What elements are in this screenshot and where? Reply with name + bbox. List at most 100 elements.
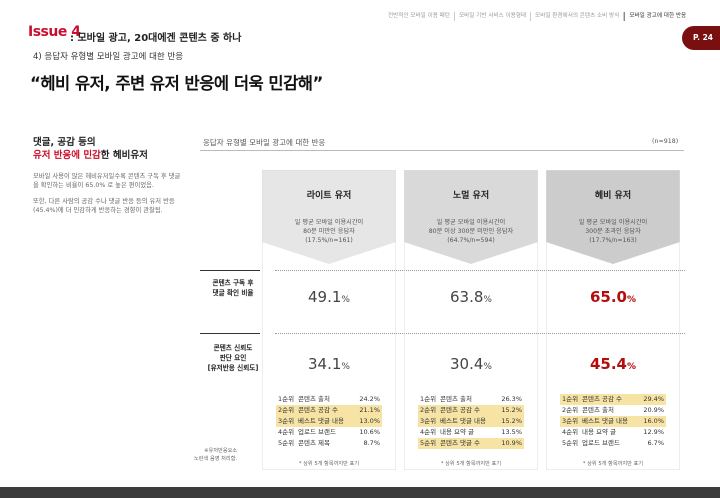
- rank-number: 3순위: [278, 417, 295, 425]
- column-header-shape: [546, 170, 680, 264]
- column-description-line: 80분 이상 300분 미만인 응답자: [428, 228, 514, 235]
- summary-paragraph: 모바일 사용이 많은 헤비유저일수록 콘텐츠 구독 후 댓글을 확인하는 비율이…: [33, 173, 181, 190]
- user-reaction-trust-value: 34.1%: [262, 355, 396, 373]
- column-description-line: 일 평균 모바일 이용시간이: [294, 219, 364, 226]
- rank-number: 5순위: [562, 439, 579, 447]
- rank-row-highlighted: 1순위 콘텐츠 공감 수 29.4%: [560, 394, 666, 405]
- rank-percent: 15.2%: [501, 417, 522, 425]
- user-reaction-trust-value: 30.4%: [404, 355, 538, 373]
- rank-item: 업로드 브랜드: [298, 428, 336, 436]
- summary-heading-tail: 한 헤비유저: [100, 150, 148, 161]
- summary-heading: 댓글, 공감 등의 유저 반응에 민감한 헤비유저: [33, 136, 148, 162]
- column-background: [262, 170, 396, 470]
- row-label-line: 판단 요인: [219, 354, 247, 362]
- nav-item[interactable]: 모바일 환경에서의 콘텐츠 소비 방식: [531, 12, 625, 21]
- nav-item[interactable]: 모바일 기반 서비스 이용형태: [455, 12, 532, 21]
- rank-row: 1순위 콘텐츠 출처 26.3%: [418, 394, 524, 405]
- rank-item: 콘텐츠 공감 수: [582, 395, 623, 403]
- row-label-line: [유저반응 신뢰도]: [207, 364, 259, 372]
- column-header-shape: [404, 170, 538, 264]
- row-label-line: 댓글 확인 비율: [212, 289, 254, 297]
- comment-check-value: 63.8%: [404, 288, 538, 306]
- column-note: * 상위 5개 항목까지만 표기: [582, 461, 644, 467]
- value-number: 63.8: [450, 288, 484, 306]
- row-divider: [200, 333, 260, 334]
- rank-item: 콘텐츠 출처: [440, 395, 472, 403]
- summary-body: 모바일 사용이 많은 헤비유저일수록 콘텐츠 구독 후 댓글을 확인하는 비율이…: [33, 172, 181, 221]
- column-description: 일 평균 모바일 이용시간이 80분 미만인 응답자 (17.5%/n=161): [262, 218, 396, 245]
- rank-number: 4순위: [420, 428, 437, 436]
- rank-item: 베스트 댓글 내용: [582, 417, 628, 425]
- nav-item[interactable]: 전반적인 모바일 이용 패턴: [384, 12, 455, 21]
- value-number: 45.4: [589, 355, 627, 373]
- rank-percent: 13.0%: [359, 417, 380, 425]
- issue-title: : 모바일 광고, 20대에겐 콘텐츠 중 하나: [70, 33, 242, 44]
- rank-item: 내용 요약 글: [582, 428, 617, 436]
- rank-number: 3순위: [562, 417, 579, 425]
- rank-percent: 26.3%: [501, 395, 522, 403]
- column-description: 일 평균 모바일 이용시간이 80분 이상 300분 미만인 응답자 (64.7…: [404, 218, 538, 245]
- summary-heading-line1: 댓글, 공감 등의: [33, 137, 96, 148]
- row-label-trust-factor: 콘텐츠 신뢰도 판단 요인 [유저반응 신뢰도]: [198, 343, 268, 373]
- rank-number: 4순위: [562, 428, 579, 436]
- column-background: [546, 170, 680, 470]
- rank-row-highlighted: 5순위 콘텐츠 댓글 수 10.9%: [418, 438, 524, 449]
- column-description-line: (17.5%/n=161): [305, 237, 353, 244]
- subheading: 4) 응답자 유형별 모바일 광고에 대한 반응: [33, 52, 184, 62]
- rank-number: 1순위: [562, 395, 579, 403]
- section-nav: 전반적인 모바일 이용 패턴 모바일 기반 서비스 이용형태 모바일 환경에서의…: [384, 12, 690, 21]
- rank-row: 4순위 업로드 브랜드 10.6%: [276, 427, 382, 438]
- rank-row-highlighted: 2순위 콘텐츠 공감 수 21.1%: [276, 405, 382, 416]
- column-description-line: 일 평균 모바일 이용시간이: [578, 219, 648, 226]
- rank-row-highlighted: 2순위 콘텐츠 공감 수 15.2%: [418, 405, 524, 416]
- column-description-line: (17.7%/n=163): [589, 237, 637, 244]
- rank-percent: 8.7%: [363, 439, 380, 447]
- row-label-comment-check: 콘텐츠 구독 후 댓글 확인 비율: [198, 278, 268, 298]
- value-number: 49.1: [308, 288, 342, 306]
- summary-heading-highlight: 유저 반응에 민감: [33, 150, 101, 161]
- sample-size: (n=918): [652, 138, 679, 145]
- footnote-line: ※유저반응요소: [204, 448, 238, 454]
- rank-percent: 16.0%: [643, 417, 664, 425]
- rank-percent: 10.9%: [501, 439, 522, 447]
- nav-item-active[interactable]: 모바일 광고에 대한 반응: [624, 12, 690, 21]
- rank-item: 베스트 댓글 내용: [298, 417, 344, 425]
- value-number: 30.4: [450, 355, 484, 373]
- column-note: * 상위 5개 항목까지만 표기: [440, 461, 502, 467]
- comment-check-value: 49.1%: [262, 288, 396, 306]
- rank-number: 5순위: [420, 439, 437, 447]
- summary-heading-line2: 유저 반응에 민감한 헤비유저: [33, 149, 148, 162]
- row-label-line: 콘텐츠 구독 후: [212, 279, 254, 287]
- headline-quote: “헤비 유저, 주변 유저 반응에 더욱 민감해”: [30, 74, 323, 93]
- rank-number: 2순위: [420, 406, 437, 414]
- rank-percent: 20.9%: [643, 406, 664, 414]
- rank-percent: 12.9%: [643, 428, 664, 436]
- rank-row: 5순위 업로드 브랜드 6.7%: [560, 438, 666, 449]
- rank-item: 베스트 댓글 내용: [440, 417, 486, 425]
- rank-list: 1순위 콘텐츠 출처 24.2% 2순위 콘텐츠 공감 수 21.1% 3순위 베스트 댓…: [276, 394, 382, 449]
- rank-item: 내용 요약 글: [440, 428, 475, 436]
- rank-item: 콘텐츠 제목: [298, 439, 330, 447]
- rank-row: 5순위 콘텐츠 제목 8.7%: [276, 438, 382, 449]
- rank-item: 콘텐츠 공감 수: [440, 406, 481, 414]
- rank-percent: 6.7%: [647, 439, 664, 447]
- rank-item: 콘텐츠 공감 수: [298, 406, 339, 414]
- summary-paragraph: 또한, 다른 사람의 공감 수나 댓글 반응 등의 유저 반응(45.4%)에 …: [33, 197, 175, 214]
- rank-number: 5순위: [278, 439, 295, 447]
- column-description-line: (64.7%/n=594): [447, 237, 495, 244]
- page-number-badge: P. 24: [682, 26, 720, 50]
- rank-row: 4순위 내용 요약 글 13.5%: [418, 427, 524, 438]
- rank-number: 4순위: [278, 428, 295, 436]
- table-header-rule: [200, 134, 684, 151]
- column-description: 일 평균 모바일 이용시간이 300분 초과인 응답자 (17.7%/n=163…: [546, 218, 680, 245]
- value-unit: %: [483, 295, 492, 305]
- rank-percent: 21.1%: [359, 406, 380, 414]
- rank-percent: 24.2%: [359, 395, 380, 403]
- value-unit: %: [341, 362, 350, 372]
- footer-bar: [0, 487, 720, 498]
- row-divider-dotted: [275, 270, 685, 271]
- comment-check-value: 65.0%: [546, 288, 680, 306]
- value-unit: %: [483, 362, 492, 372]
- column-name: 노멀 유저: [452, 191, 490, 201]
- column-header-shape: [262, 170, 396, 264]
